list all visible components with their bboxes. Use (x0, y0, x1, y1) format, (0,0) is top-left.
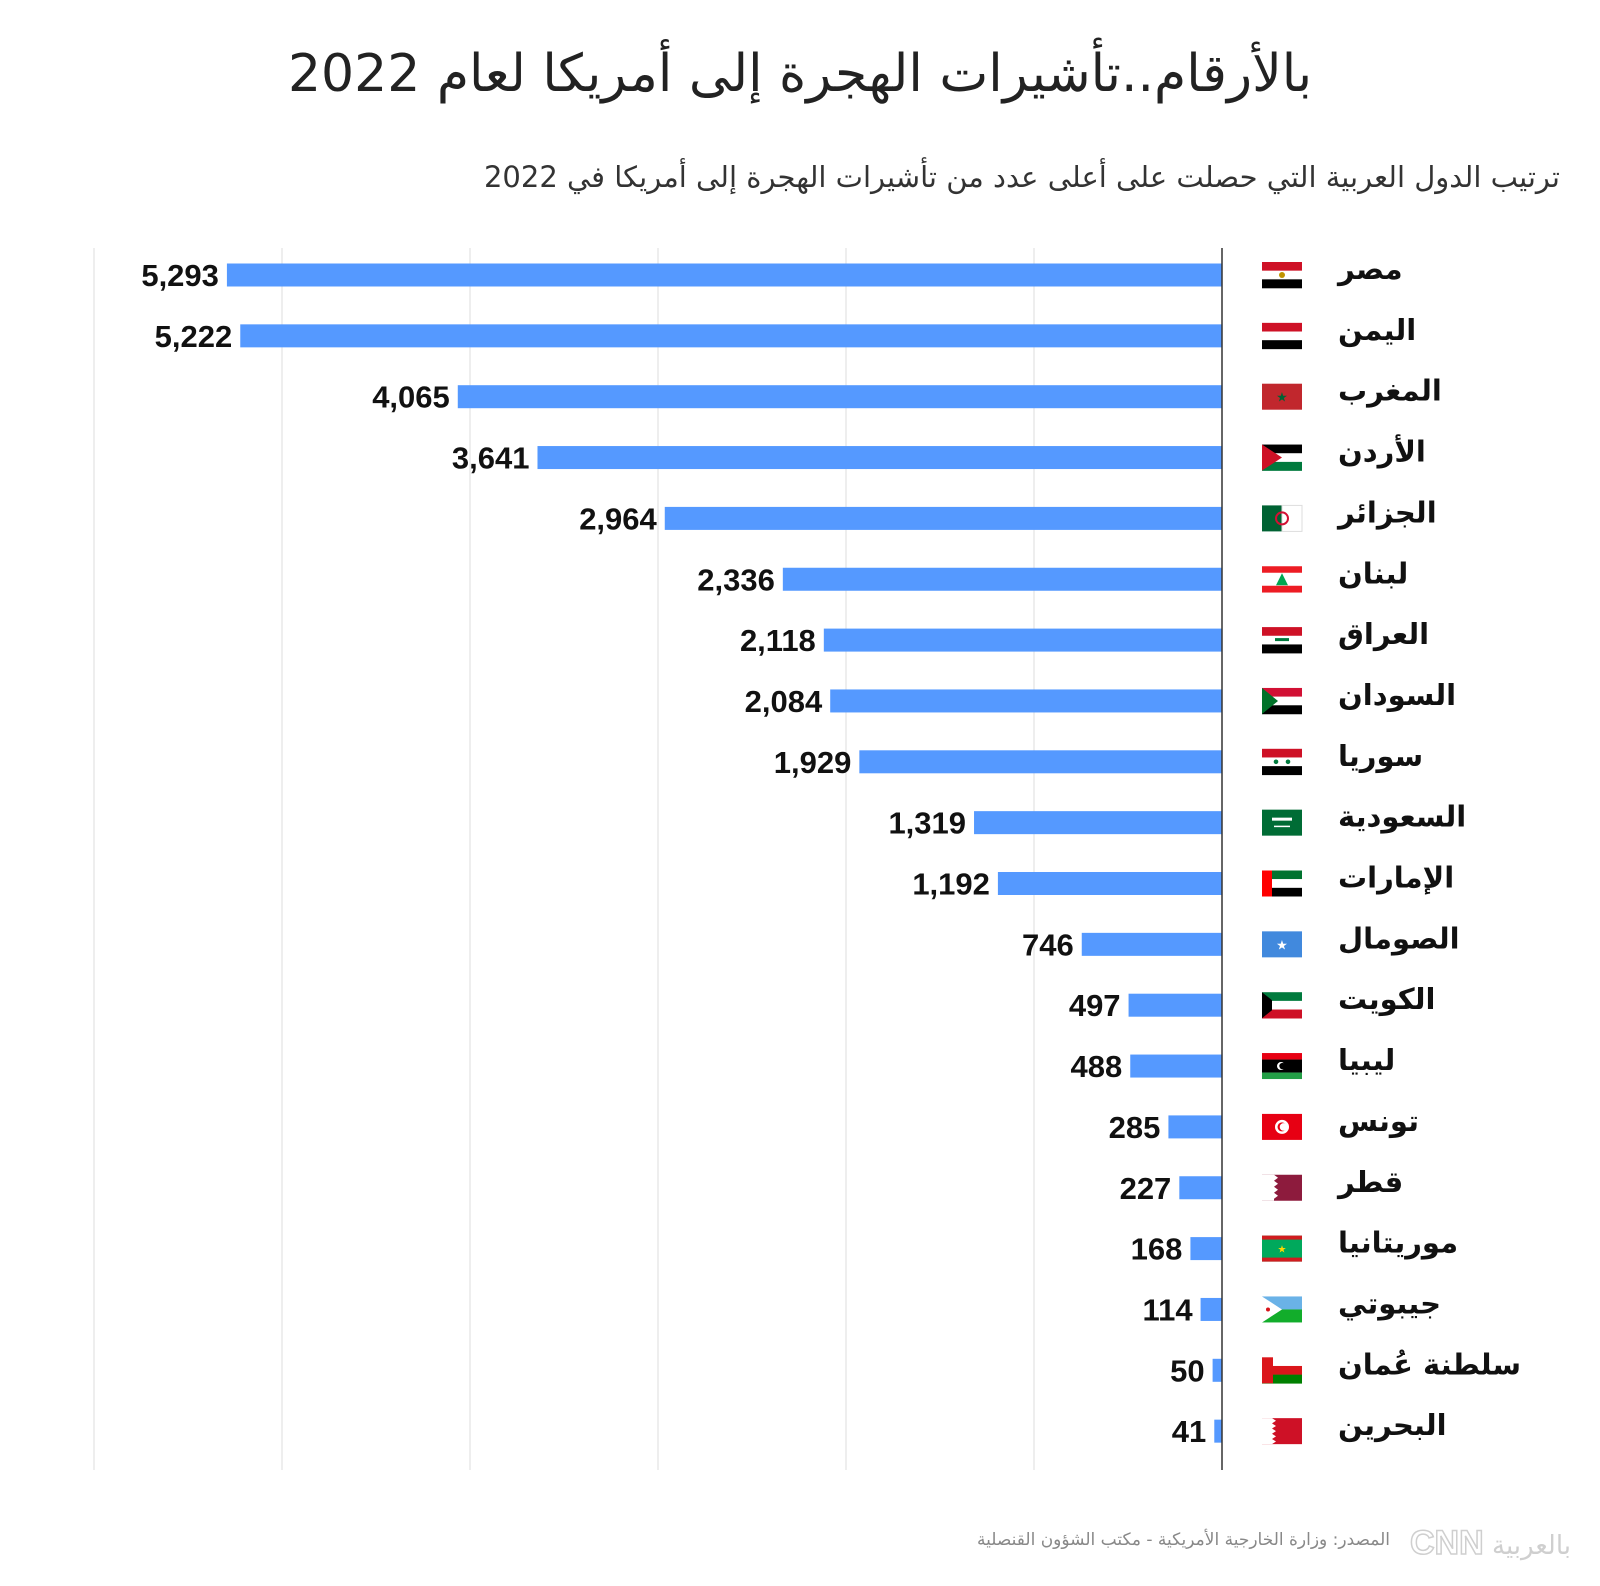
bar-value-label: 114 (1143, 1292, 1194, 1327)
bar-value-label: 3,641 (452, 441, 530, 476)
svg-text:بالعربية: بالعربية (1492, 1531, 1570, 1561)
bar-value-label: 4,065 (372, 380, 450, 415)
bar-value-label: 1,319 (888, 806, 966, 841)
country-label: السعودية (1338, 800, 1466, 834)
bar (997, 872, 1222, 895)
chart-title: بالأرقام..تأشيرات الهجرة إلى أمريكا لعام… (287, 44, 1313, 104)
svg-text:CNN: CNN (1410, 1524, 1484, 1562)
algeria-flag-icon (1262, 504, 1303, 532)
country-label: اليمن (1338, 313, 1416, 347)
bar (974, 811, 1222, 835)
source-note: المصدر: وزارة الخارجية الأمريكية - مكتب … (977, 1530, 1390, 1550)
country-label: تونس (1338, 1104, 1419, 1138)
bar-value-label: 2,118 (740, 623, 816, 658)
svg-text:★: ★ (1278, 1245, 1287, 1256)
bar-value-label: 2,964 (579, 501, 657, 536)
bar-value-label: 746 (1022, 927, 1074, 962)
egypt-flag-icon (1262, 262, 1302, 289)
bar-value-label: 5,222 (155, 319, 233, 354)
country-label: قطر (1336, 1165, 1403, 1199)
bar (859, 750, 1222, 774)
bar (457, 385, 1222, 409)
bar-value-label: 168 (1131, 1232, 1183, 1267)
bar-value-label: 50 (1170, 1353, 1204, 1388)
bar-value-label: 1,192 (912, 867, 990, 902)
kuwait-flag-icon (1262, 992, 1302, 1019)
bar (1200, 1297, 1222, 1321)
country-label: جيبوتي (1338, 1286, 1441, 1320)
bahrain-flag-icon (1262, 1418, 1302, 1445)
country-label: موريتانيا (1338, 1226, 1458, 1260)
mauritania-flag-icon: ★ (1262, 1235, 1302, 1262)
bar (240, 324, 1222, 348)
country-label: لبنان (1338, 556, 1408, 590)
bar (1081, 932, 1222, 956)
bar (1130, 1054, 1222, 1078)
bar (830, 689, 1222, 713)
bar (1212, 1358, 1222, 1382)
qatar-flag-icon (1262, 1174, 1302, 1201)
yemen-flag-icon (1262, 322, 1302, 350)
bar (1128, 993, 1222, 1017)
country-label: الإمارات (1338, 861, 1454, 895)
flags-group: ★ ★ ★ (1262, 262, 1303, 1445)
country-label: الصومال (1338, 921, 1460, 955)
iraq-flag-icon (1262, 627, 1302, 654)
morocco-flag-icon: ★ (1262, 383, 1302, 410)
bar (782, 567, 1222, 591)
libya-flag-icon (1262, 1053, 1302, 1080)
saudi-flag-icon (1262, 809, 1302, 836)
oman-flag-icon (1262, 1357, 1302, 1384)
country-label: البحرين (1338, 1408, 1447, 1442)
bar (226, 263, 1222, 287)
tunisia-flag-icon (1262, 1113, 1302, 1140)
country-label: سوريا (1338, 739, 1423, 773)
jordan-flag-icon (1262, 444, 1302, 471)
country-label: الأردن (1338, 434, 1426, 469)
djibouti-flag-icon (1262, 1296, 1302, 1323)
somalia-flag-icon: ★ (1262, 931, 1302, 958)
bar-value-label: 5,293 (141, 258, 219, 293)
bar (1190, 1237, 1222, 1261)
bar (664, 506, 1222, 530)
bar-value-label: 488 (1071, 1049, 1123, 1084)
bar-value-label: 2,084 (745, 684, 823, 719)
bar-value-label: 285 (1109, 1110, 1161, 1145)
country-label: مصر (1336, 252, 1403, 286)
bars-group (226, 263, 1222, 1443)
grid-lines (93, 248, 1035, 1470)
country-label: سلطنة عُمان (1338, 1347, 1521, 1381)
lebanon-flag-icon (1262, 566, 1302, 593)
country-label: السودان (1338, 678, 1456, 712)
sudan-flag-icon (1262, 687, 1302, 715)
bar-value-label: 41 (1172, 1414, 1206, 1449)
bar-value-label: 2,336 (697, 562, 775, 597)
bar (1179, 1176, 1222, 1200)
country-label: العراق (1338, 617, 1429, 651)
svg-text:★: ★ (1276, 938, 1288, 953)
bar-value-label: 1,929 (774, 745, 852, 780)
bar (823, 628, 1222, 652)
bar-value-label: 227 (1120, 1171, 1172, 1206)
chart-subtitle: ترتيب الدول العربية التي حصلت على أعلى ع… (483, 160, 1560, 194)
bar (1214, 1419, 1222, 1443)
bar (1168, 1115, 1222, 1139)
country-label: الكويت (1338, 982, 1435, 1016)
syria-flag-icon (1262, 748, 1302, 776)
country-label: الجزائر (1336, 495, 1437, 529)
country-label: المغرب (1338, 374, 1442, 408)
cnn-arabic-logo: CNN بالعربية (1410, 1523, 1570, 1563)
bar-value-label: 497 (1069, 988, 1121, 1023)
uae-flag-icon (1262, 870, 1302, 897)
bar (537, 446, 1222, 470)
svg-text:★: ★ (1276, 391, 1288, 406)
country-label: ليبيا (1338, 1043, 1395, 1077)
country-labels-group: مصر اليمن المغرب الأردن الجزائر لبنان العراق ال… (1336, 252, 1521, 1442)
